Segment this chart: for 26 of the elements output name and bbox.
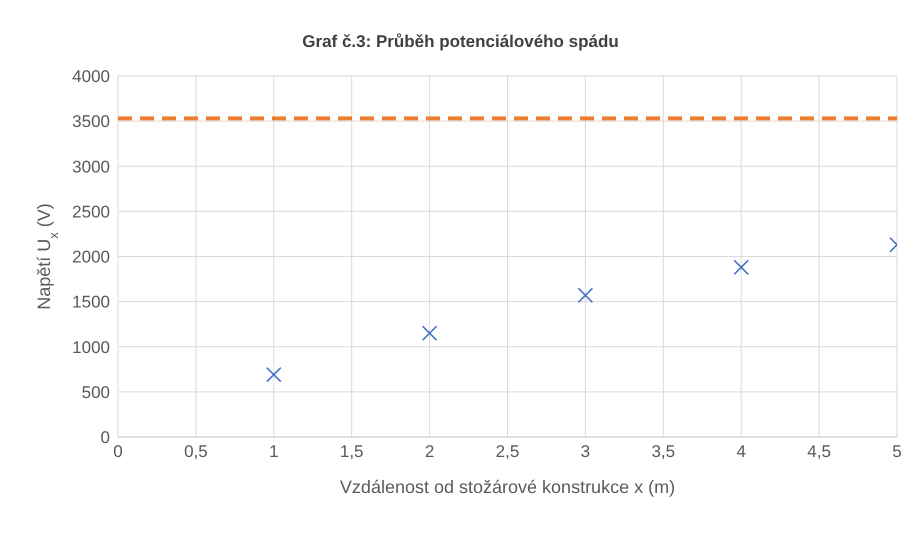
x-axis-title: Vzdálenost od stožárové konstrukce x (m): [340, 477, 676, 497]
x-tick-label: 0: [113, 442, 123, 462]
x-tick-label: 1: [269, 442, 279, 462]
x-tick-label: 4: [736, 442, 746, 462]
y-tick-label: 1000: [72, 338, 110, 357]
point: [733, 260, 749, 276]
x-tick-label: 3: [580, 442, 590, 462]
x-tick-label: 2: [424, 442, 434, 462]
y-tick-label: 0: [100, 428, 110, 448]
x-tick-label: 0,5: [184, 442, 208, 462]
x-tick-label: 5: [892, 442, 902, 462]
x-tick-label: 2,5: [496, 442, 520, 462]
point: [578, 288, 594, 304]
chart-title: Graf č.3: Průběh potenciálového spádu: [301, 32, 620, 52]
y-tick-label: 4000: [72, 67, 110, 86]
x-tick-label: 1,5: [340, 442, 364, 462]
x-tick-label: 4,5: [807, 442, 831, 462]
y-tick-label: 1500: [72, 292, 110, 312]
point: [422, 325, 438, 342]
y-tick-label: 3500: [72, 112, 110, 132]
y-tick-label: 2000: [72, 248, 110, 267]
y-tick-label: 500: [82, 382, 110, 402]
x-tick-label: 3,5: [651, 442, 676, 462]
y-tick-label: 2500: [72, 202, 110, 222]
y-tick-label: 3000: [72, 157, 110, 176]
point: [266, 366, 282, 383]
